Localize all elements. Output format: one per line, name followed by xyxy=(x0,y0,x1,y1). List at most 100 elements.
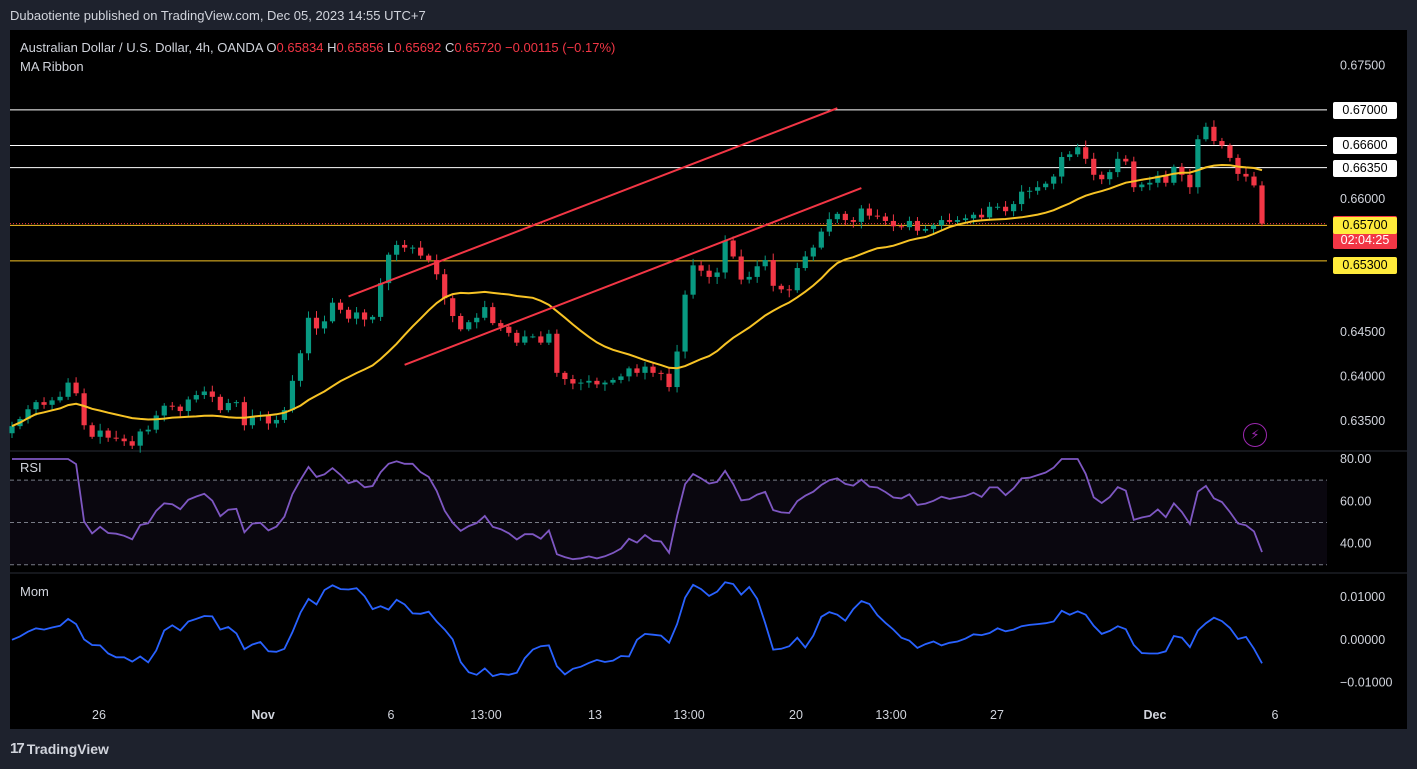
symbol-label: Australian Dollar / U.S. Dollar, 4h, OAN… xyxy=(20,40,263,55)
candle-body xyxy=(1051,176,1057,184)
candle-body xyxy=(201,391,207,396)
candle-body xyxy=(458,315,464,330)
high-value: 0.65856 xyxy=(336,40,384,55)
candle-body xyxy=(970,214,977,219)
candle-body xyxy=(402,244,408,248)
candle-body xyxy=(778,285,784,290)
candle-body xyxy=(1155,175,1161,183)
candle-body xyxy=(826,219,832,232)
candle-body xyxy=(954,220,961,222)
candle-body xyxy=(754,266,760,277)
candle-body xyxy=(906,220,913,228)
candle-body xyxy=(706,270,712,277)
candle-body xyxy=(770,260,776,286)
candle-body xyxy=(810,247,816,257)
candle-body xyxy=(626,368,632,377)
candle-body xyxy=(65,382,71,397)
candle-body xyxy=(177,406,183,412)
candle-body xyxy=(337,302,344,310)
candle-body xyxy=(730,240,736,257)
candle-body xyxy=(962,218,969,221)
candle-body xyxy=(41,402,47,405)
candle-body xyxy=(1035,187,1041,191)
candle-body xyxy=(890,220,897,227)
candle-body xyxy=(1259,185,1265,224)
candle-body xyxy=(722,240,728,273)
candle-body xyxy=(217,396,223,411)
candle-body xyxy=(1043,183,1049,188)
time-tick-label: 13:00 xyxy=(470,708,501,722)
candle-body xyxy=(137,431,143,446)
candle-body xyxy=(834,213,840,220)
time-tick-label: 6 xyxy=(1272,708,1279,722)
candle-body xyxy=(386,254,392,284)
candle-body xyxy=(233,402,239,404)
ma-ribbon-line xyxy=(11,163,1263,428)
candle-body xyxy=(658,372,664,374)
candle-body xyxy=(121,438,127,442)
candle-body xyxy=(81,393,87,426)
lightning-icon[interactable]: ⚡ xyxy=(1243,423,1267,447)
candle-body xyxy=(802,256,808,269)
price-tick-label: 0.67500 xyxy=(1340,59,1385,73)
candle-body xyxy=(1011,204,1017,212)
candle-body xyxy=(602,382,608,385)
candle-body xyxy=(73,382,79,394)
tradingview-footer[interactable]: 17 TradingView xyxy=(10,740,109,757)
open-value: 0.65834 xyxy=(276,40,324,55)
level-label-65300: 0.65300 xyxy=(1333,256,1397,274)
candle-body xyxy=(249,416,255,426)
candle-body xyxy=(265,415,272,424)
candle-body xyxy=(522,336,528,343)
time-tick-label: 13 xyxy=(588,708,602,722)
candle-body xyxy=(698,265,704,271)
candle-body xyxy=(506,326,512,333)
candle-body xyxy=(570,379,576,384)
mom-tick-label: 0.01000 xyxy=(1340,590,1385,604)
candle-body xyxy=(1251,176,1257,186)
channel-upper-line xyxy=(348,107,838,298)
price-tick-label: 0.64000 xyxy=(1340,369,1385,383)
candle-body xyxy=(554,333,560,373)
candle-body xyxy=(442,274,448,299)
rsi-line xyxy=(12,458,1263,561)
candle-body xyxy=(794,268,800,291)
candle-body xyxy=(538,336,544,343)
candle-body xyxy=(650,366,656,373)
candle-body xyxy=(1211,126,1217,142)
candle-body xyxy=(514,332,520,343)
candle-body xyxy=(161,405,167,416)
candle-body xyxy=(842,213,848,221)
publisher-line: Dubaotiente published on TradingView.com… xyxy=(10,8,426,23)
candle-body xyxy=(25,409,31,420)
candle-body xyxy=(674,351,680,388)
mom-tick-label: 0.00000 xyxy=(1340,633,1385,647)
candle-body xyxy=(329,302,336,322)
candle-body xyxy=(858,208,864,222)
candle-body xyxy=(690,265,696,295)
candle-body xyxy=(321,321,328,329)
level-label-65700: 0.65700 xyxy=(1333,217,1397,235)
candle-body xyxy=(850,220,856,222)
mom-title: Mom xyxy=(20,584,49,599)
rsi-tick-label: 80.00 xyxy=(1340,452,1371,466)
candle-body xyxy=(369,316,376,320)
chart-area[interactable] xyxy=(10,30,1407,729)
time-tick-label: 27 xyxy=(990,708,1004,722)
level-label-66350: 0.66350 xyxy=(1333,159,1397,177)
candle-body xyxy=(410,247,416,249)
candle-body xyxy=(618,376,624,380)
candle-body xyxy=(129,441,135,446)
time-tick-label: Dec xyxy=(1144,708,1167,722)
candle-body xyxy=(361,312,368,320)
candle-body xyxy=(1107,172,1113,180)
candle-body xyxy=(297,353,304,381)
candle-body xyxy=(738,256,744,280)
price-tick-label: 0.66000 xyxy=(1340,192,1385,206)
candle-body xyxy=(474,317,480,323)
candle-body xyxy=(866,208,872,216)
candle-body xyxy=(418,247,424,256)
rsi-tick-label: 60.00 xyxy=(1340,494,1371,508)
candle-body xyxy=(241,402,247,426)
